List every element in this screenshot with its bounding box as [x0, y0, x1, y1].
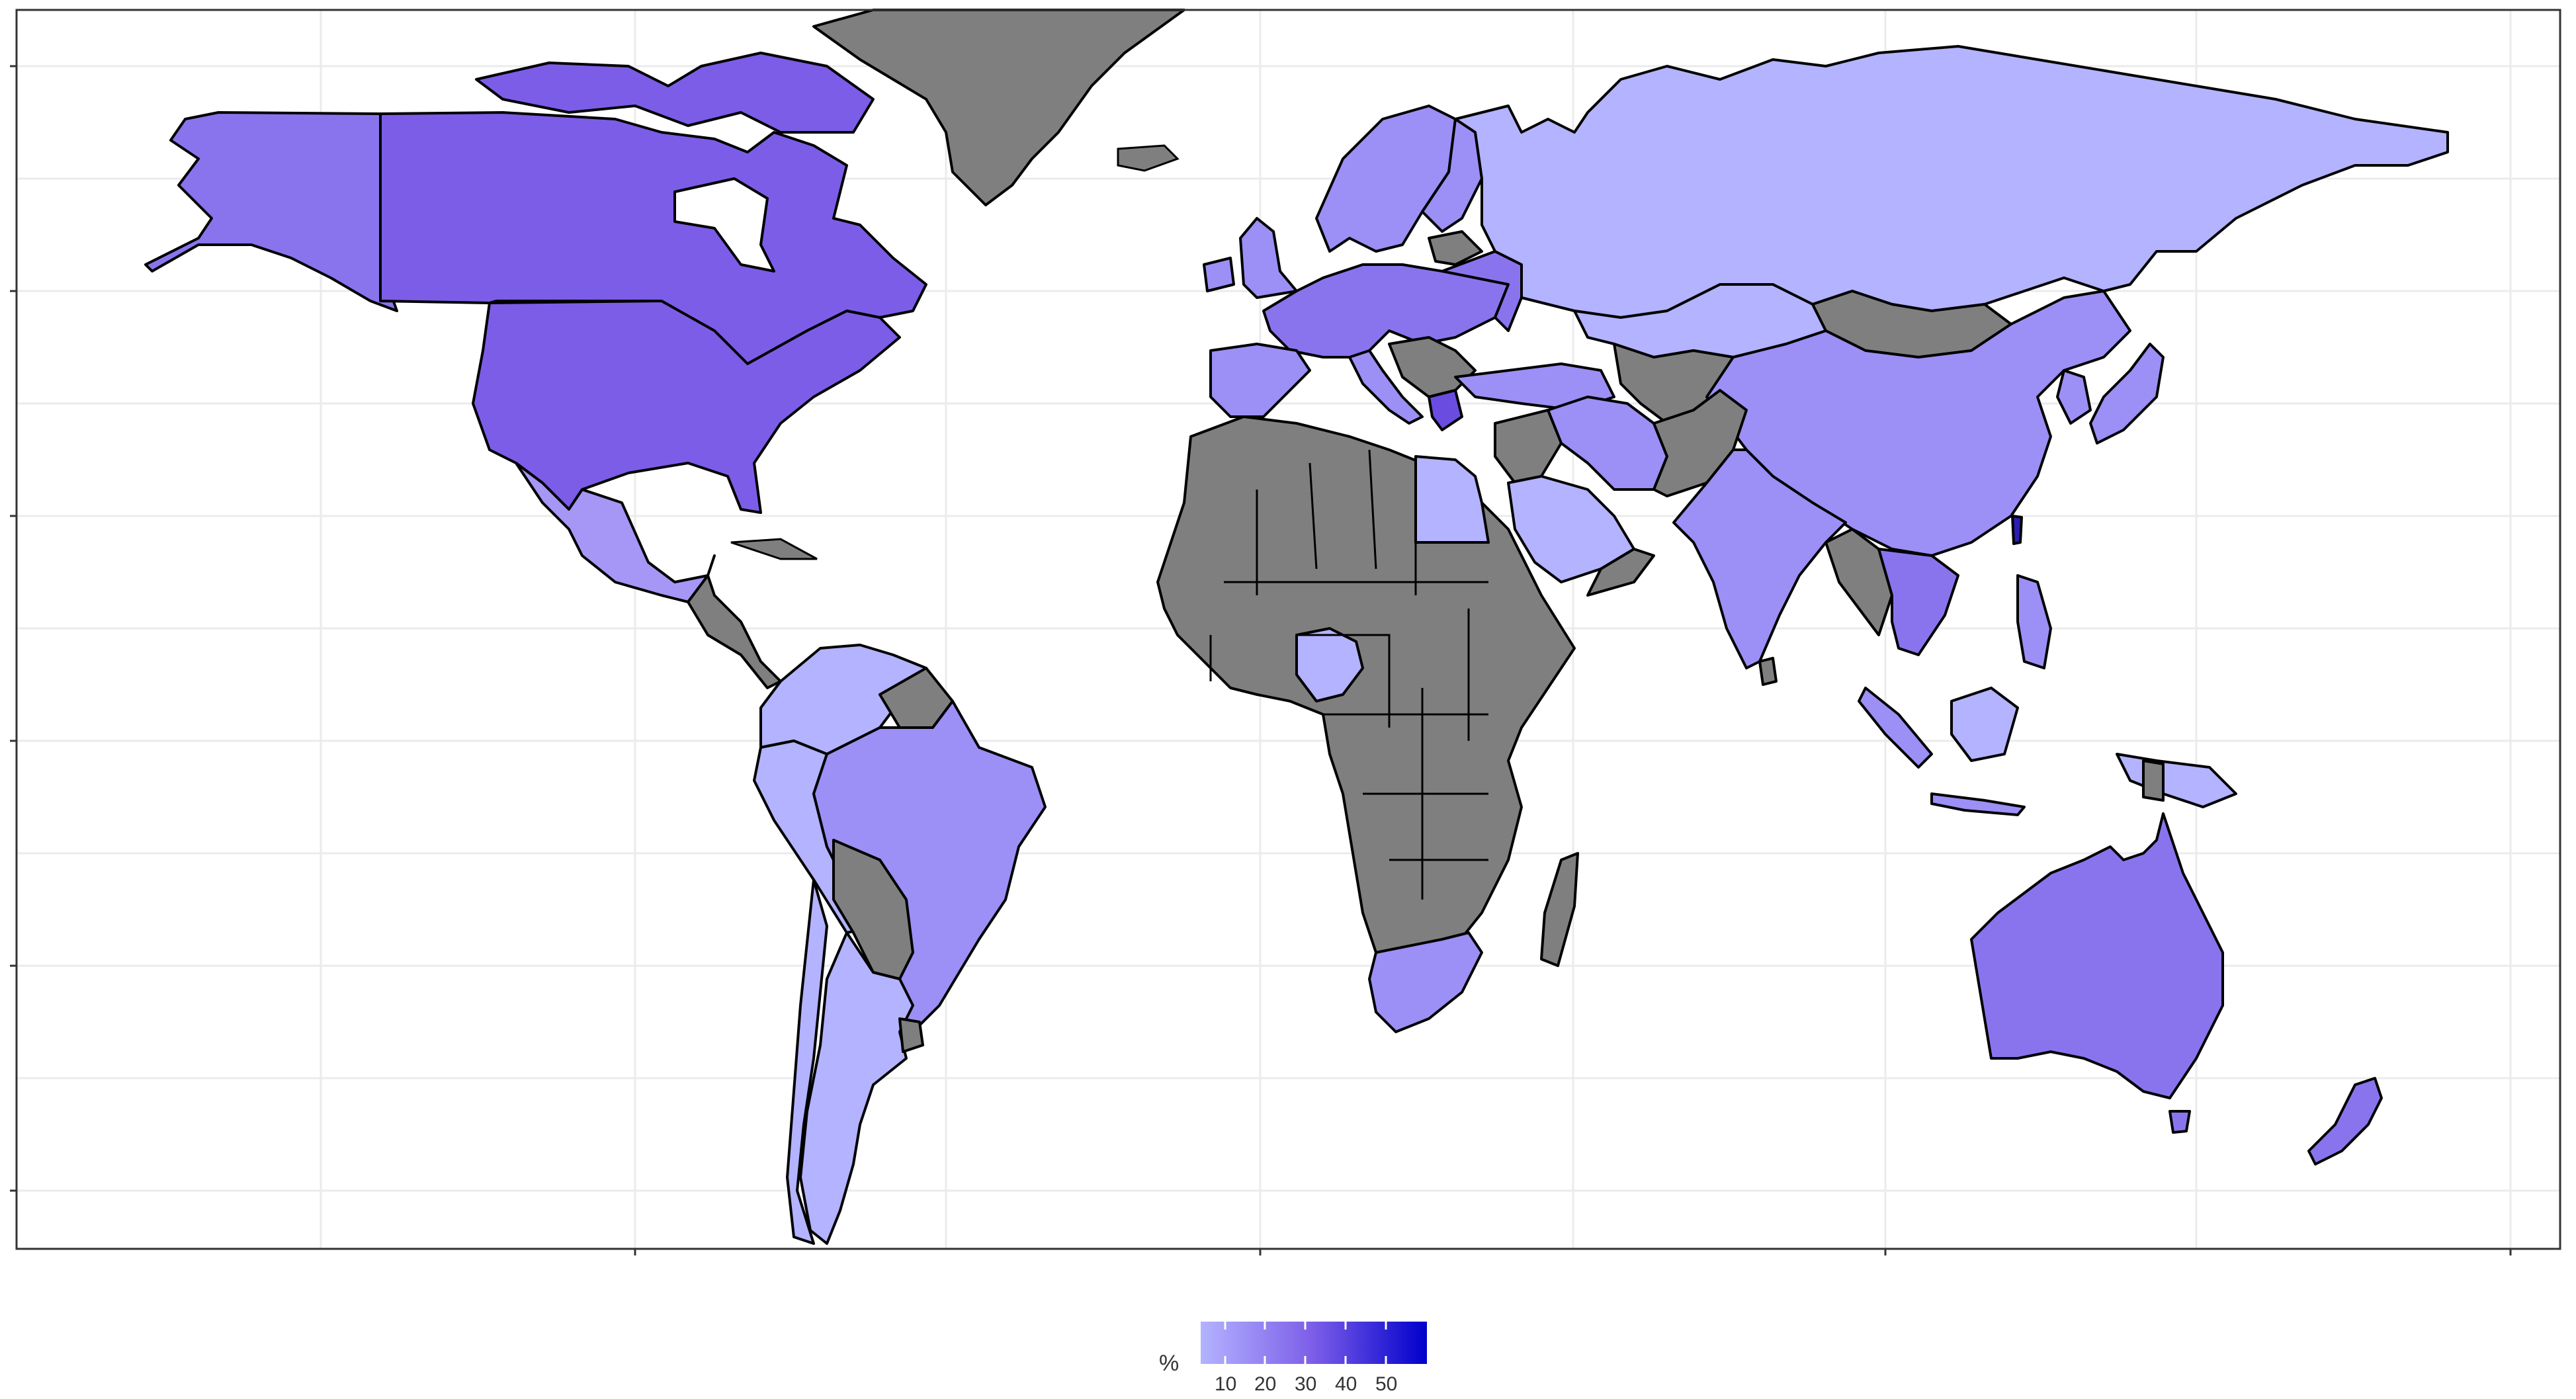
region-central-america [687, 574, 782, 689]
legend: % 10 20 30 40 50 [1159, 1322, 1427, 1395]
region-cuba [730, 538, 818, 560]
region-belarus [1428, 230, 1483, 266]
legend-tick-label: 20 [1254, 1373, 1276, 1395]
region-sri-lanka [1758, 657, 1778, 686]
axis-ticks [10, 65, 2512, 1255]
region-india [1672, 448, 1847, 669]
region-tasmania [2168, 1110, 2191, 1134]
legend-tick-label: 30 [1295, 1373, 1316, 1395]
region-new-zealand [2307, 1077, 2383, 1166]
region-madagascar [1540, 852, 1579, 967]
legend-ticks [1224, 1322, 1387, 1364]
region-iceland [1117, 144, 1180, 172]
region-canadian-arctic [475, 52, 875, 134]
region-uruguay [898, 1017, 924, 1053]
region-alaska [144, 111, 398, 312]
region-ukraine-turkey [1454, 362, 1615, 411]
region-yemen-oman [1586, 548, 1655, 597]
region-russia [1454, 45, 2449, 319]
region-hudson-bay [673, 177, 775, 273]
region-philippines [2016, 574, 2052, 669]
region-iberia [1209, 343, 1311, 418]
region-nigeria [1295, 627, 1364, 702]
region-africa-borders [1209, 449, 1488, 900]
region-balkans [1388, 336, 1477, 398]
legend-colorbar [1201, 1322, 1427, 1364]
region-uk [1239, 217, 1298, 299]
region-taiwan [2011, 515, 2023, 545]
region-sumatra [1858, 687, 1933, 769]
region-argentina [799, 931, 914, 1245]
region-egypt [1414, 455, 1490, 544]
region-java [1930, 792, 2026, 816]
region-myanmar [1825, 528, 1893, 636]
region-ireland [1203, 257, 1235, 292]
region-new-guinea [2116, 753, 2237, 808]
region-western-europe [1262, 263, 1510, 359]
region-greenland [812, 9, 1185, 206]
region-png [2142, 759, 2165, 802]
region-korea [2056, 369, 2092, 425]
legend-tick-label: 40 [1335, 1373, 1357, 1395]
region-indochina [1877, 548, 1959, 656]
legend-tick-label: 10 [1215, 1373, 1236, 1395]
region-australia [1970, 812, 2224, 1099]
map-panel-border [15, 9, 2561, 1250]
region-greece [1428, 389, 1463, 431]
legend-tick-label: 50 [1375, 1373, 1397, 1395]
region-italy [1348, 349, 1424, 425]
region-mexico [515, 462, 716, 603]
region-scandinavia [1315, 105, 1457, 253]
region-middle-east-gray [1494, 409, 1563, 484]
region-chile [786, 878, 828, 1245]
region-south-africa [1368, 931, 1483, 1033]
legend-title: % [1159, 1351, 1179, 1376]
region-japan [2089, 343, 2165, 445]
region-borneo [1950, 687, 2019, 762]
region-colombia-venezuela [759, 644, 927, 755]
